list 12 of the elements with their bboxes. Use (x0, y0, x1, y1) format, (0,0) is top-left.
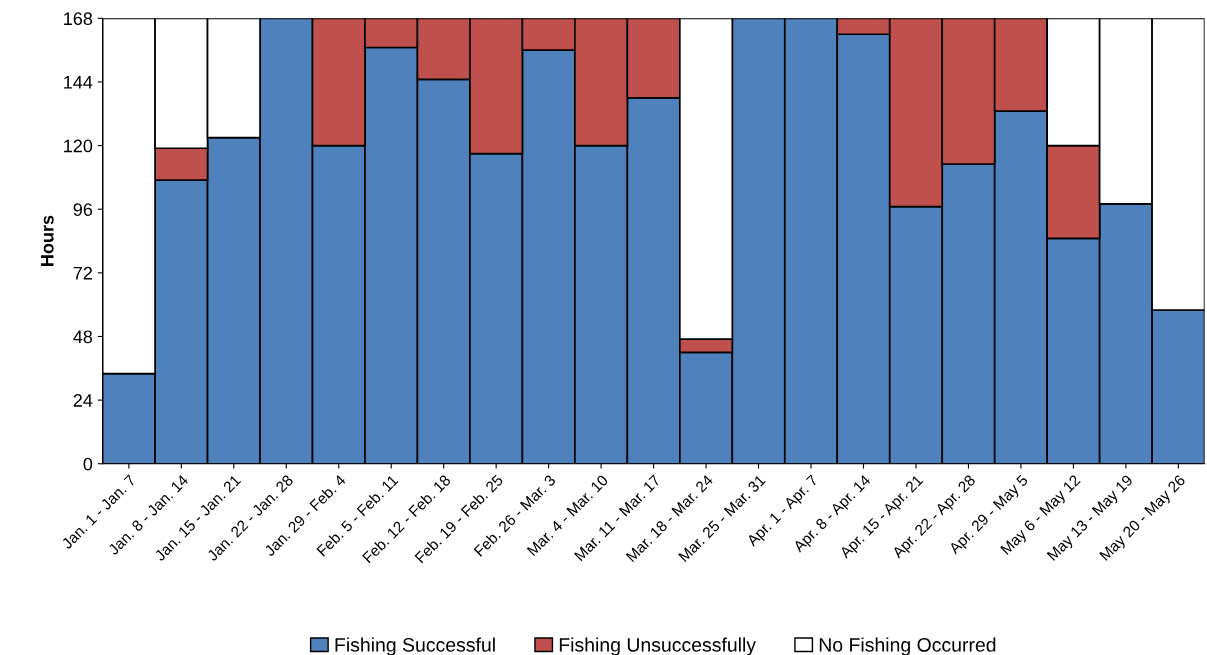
y-tick-label: 168 (64, 12, 93, 26)
legend-label: Fishing Unsuccessfully (559, 637, 757, 655)
y-tick-label: 96 (73, 203, 93, 216)
y-tick-label: 120 (64, 139, 93, 153)
y-tick-label: 48 (73, 330, 93, 344)
y-tick-label: 72 (73, 266, 92, 280)
y-tick-label: 24 (73, 394, 93, 407)
y-tick-label: 0 (83, 457, 93, 471)
legend-label: No Fishing Occurred (819, 637, 996, 655)
y-tick-label: 144 (64, 76, 93, 89)
legend-label: Fishing Successful (335, 637, 495, 655)
y-axis-title: Hours (41, 215, 54, 266)
